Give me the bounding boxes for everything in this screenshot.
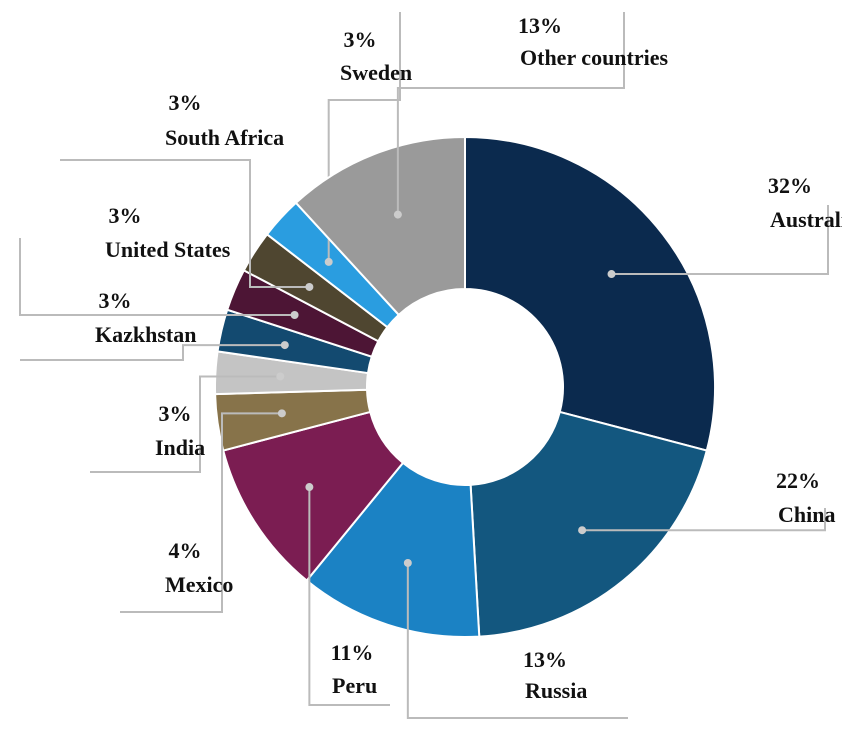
- donut-slice: [464, 135, 716, 452]
- category-label: China: [778, 502, 835, 527]
- leader-dot: [276, 372, 285, 381]
- donut-slice: [469, 410, 709, 638]
- category-label: Russia: [525, 678, 587, 703]
- leader-dot: [305, 282, 314, 291]
- value-label: 13%: [523, 647, 567, 672]
- leader-line: [120, 412, 282, 613]
- category-label: India: [155, 435, 205, 460]
- category-label: Other countries: [520, 45, 669, 70]
- value-label: 32%: [768, 173, 812, 198]
- leader-line: [308, 487, 390, 706]
- leader-line: [19, 238, 295, 316]
- category-label: Sweden: [340, 60, 412, 85]
- leader-line: [582, 508, 826, 532]
- category-label: Peru: [332, 673, 377, 698]
- category-label: South Africa: [165, 125, 284, 150]
- leader-dot: [324, 257, 333, 266]
- value-label: 3%: [159, 401, 192, 426]
- leader-line: [60, 159, 310, 288]
- category-label: United States: [105, 237, 231, 262]
- category-label: Kazkhstan: [95, 322, 196, 347]
- leader-dot: [403, 558, 412, 567]
- value-label: 3%: [99, 288, 132, 313]
- leader-line: [396, 12, 625, 215]
- leader-dot: [393, 210, 402, 219]
- leader-line: [20, 344, 285, 361]
- leader-dot: [305, 483, 314, 492]
- donut-slice: [305, 461, 481, 638]
- category-label: Australia: [770, 207, 842, 232]
- value-label: 13%: [518, 13, 562, 38]
- value-label: 11%: [331, 640, 374, 665]
- leader-line: [406, 562, 628, 719]
- value-label: 3%: [344, 27, 377, 52]
- value-label: 22%: [776, 468, 820, 493]
- value-label: 3%: [169, 90, 202, 115]
- value-label: 3%: [109, 203, 142, 228]
- donut-slice: [294, 135, 466, 317]
- value-label: 4%: [169, 538, 202, 563]
- leader-line: [611, 205, 829, 276]
- leader-line: [90, 375, 281, 473]
- category-label: Mexico: [165, 572, 233, 597]
- leader-dot: [607, 270, 616, 279]
- leader-dot: [277, 409, 286, 418]
- leader-dot: [280, 341, 289, 350]
- leader-dot: [578, 526, 587, 535]
- leader-dot: [290, 310, 299, 319]
